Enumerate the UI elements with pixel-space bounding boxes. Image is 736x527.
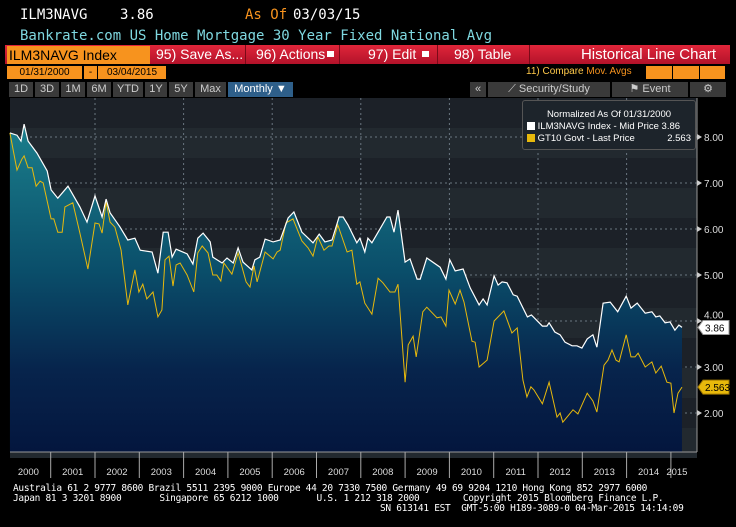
mortgage-line <box>9 123 683 349</box>
svg-text:3.86: 3.86 <box>705 323 725 334</box>
compare-label: 11) Compare <box>526 66 584 77</box>
legend-label: GT10 Govt - Last Price <box>537 133 635 144</box>
period-ytd[interactable]: YTD <box>113 82 143 97</box>
y-tick-label: 8.00 <box>704 133 724 144</box>
compare-slot-2[interactable] <box>673 66 699 79</box>
x-tick-label: 2008 <box>372 467 393 478</box>
collapse-button[interactable]: « <box>470 82 486 97</box>
footer-contacts-2: Japan 81 3 3201 8900 Singapore 65 6212 1… <box>13 493 664 504</box>
x-tick-label: 2014 <box>638 467 659 478</box>
x-tick-label: 2007 <box>328 467 349 478</box>
end-date-field[interactable]: 03/04/2015 <box>98 66 166 79</box>
compare-value: Mov. Avgs <box>586 66 632 77</box>
footer-session-info: SN 613141 EST GMT-5:00 H189-3089-0 04-Ma… <box>380 503 684 514</box>
start-date-field[interactable]: 01/31/2000 <box>7 66 82 79</box>
y-tick-marker <box>697 318 702 324</box>
period-1m[interactable]: 1M <box>61 82 85 97</box>
footer-contacts-1: Australia 61 2 9777 8600 Brazil 5511 239… <box>13 483 648 494</box>
dropdown-icon <box>327 51 334 57</box>
legend-swatch <box>527 134 535 142</box>
mortgage-area-fill <box>9 124 682 452</box>
legend-item-gt10[interactable]: GT10 Govt - Last Price 2.563 <box>523 133 695 144</box>
legend-value: 2.563 <box>667 133 691 144</box>
price-chart[interactable]: 2.00 3.00 4.00 5.00 6.00 7.00 8.00 2000 2001 200… <box>0 98 736 478</box>
gt10-line <box>9 132 683 424</box>
chart-study-icon: ⟋ <box>508 83 519 95</box>
security-field[interactable]: ILM3NAVG Index <box>7 46 150 64</box>
x-tick-label: 2002 <box>106 467 127 478</box>
edit-label: 97) Edit <box>368 46 417 62</box>
compare-slot-3[interactable] <box>700 66 725 79</box>
frequency-dropdown[interactable]: Monthly ▼ <box>228 82 293 97</box>
security-description: Bankrate.com US Home Mortgage 30 Year Fi… <box>20 28 493 44</box>
x-tick-label: 2006 <box>284 467 305 478</box>
save-as-button[interactable]: 95) Save As... <box>152 45 246 64</box>
actions-label: 96) Actions <box>256 46 326 62</box>
last-price: 3.86 <box>120 7 154 23</box>
x-tick-label: 2005 <box>239 467 260 478</box>
mortgage-last-value-label: 3.86 <box>697 319 730 335</box>
chart-type-title: Historical Line Chart <box>580 46 716 63</box>
y-tick-marker <box>697 134 702 140</box>
x-tick-label: 2010 <box>461 467 482 478</box>
x-tick-label: 2009 <box>417 467 438 478</box>
y-tick-label: 7.00 <box>704 179 724 190</box>
period-1y[interactable]: 1Y <box>145 82 167 97</box>
legend-swatch <box>527 122 535 130</box>
chart-legend: Normalized As Of 01/31/2000 ILM3NAVG Ind… <box>522 100 696 150</box>
x-tick-label: 2011 <box>505 467 525 478</box>
svg-text:2.563: 2.563 <box>705 383 730 394</box>
y-tick-marker <box>697 364 702 370</box>
period-6m[interactable]: 6M <box>87 82 111 97</box>
toolbar <box>5 45 730 64</box>
dropdown-icon <box>422 51 429 57</box>
event-button[interactable]: ⚑ Event <box>612 82 688 97</box>
legend-title: Normalized As Of 01/31/2000 <box>546 109 672 120</box>
y-tick-label: 4.00 <box>704 310 724 321</box>
settings-button[interactable]: ⚙ <box>690 82 726 97</box>
x-tick-label: 2003 <box>151 467 172 478</box>
period-5y[interactable]: 5Y <box>169 82 193 97</box>
background-band <box>10 188 697 218</box>
x-tick-label: 2004 <box>195 467 216 478</box>
y-tick-marker <box>697 180 702 186</box>
security-study-label: Security/Study <box>518 83 590 95</box>
gear-icon: ⚙ <box>703 83 713 95</box>
period-1d[interactable]: 1D <box>9 82 33 97</box>
ticker: ILM3NAVG <box>20 7 88 23</box>
x-tick-label: 2015 <box>666 467 687 478</box>
as-of-label: As Of <box>245 7 288 23</box>
gt10-last-value-label: 2.563 <box>697 379 730 395</box>
legend-item-mortgage[interactable]: ILM3NAVG Index - Mid Price 3.86 <box>523 121 695 132</box>
event-label: Event <box>642 83 671 95</box>
security-study-button[interactable]: ⟋ Security/Study <box>488 82 610 97</box>
x-tick-label: 2013 <box>594 467 615 478</box>
y-tick-label: 6.00 <box>704 225 724 236</box>
period-3d[interactable]: 3D <box>35 82 59 97</box>
period-max[interactable]: Max <box>195 82 226 97</box>
flag-icon: ⚑ <box>629 83 643 95</box>
y-tick-marker <box>697 272 702 278</box>
as-of-date: 03/03/15 <box>293 7 361 23</box>
x-tick-label: 2001 <box>62 467 83 478</box>
x-tick-label: 2012 <box>549 467 570 478</box>
y-tick-label: 5.00 <box>704 271 724 282</box>
y-tick-label: 2.00 <box>704 409 724 420</box>
actions-button[interactable]: 96) Actions <box>246 45 340 64</box>
table-button[interactable]: 98) Table <box>438 45 530 64</box>
compare-menu[interactable]: 11) Compare Mov. Avgs <box>526 66 632 77</box>
x-tick-label: 2000 <box>18 467 39 478</box>
legend-value: 3.86 <box>661 121 681 132</box>
y-tick-marker <box>697 410 702 416</box>
date-separator: - <box>84 66 97 79</box>
compare-slot-1[interactable] <box>646 66 672 79</box>
edit-button[interactable]: 97) Edit <box>340 45 438 64</box>
y-tick-label: 3.00 <box>704 363 724 374</box>
y-tick-marker <box>697 226 702 232</box>
legend-label: ILM3NAVG Index - Mid Price <box>537 121 659 132</box>
